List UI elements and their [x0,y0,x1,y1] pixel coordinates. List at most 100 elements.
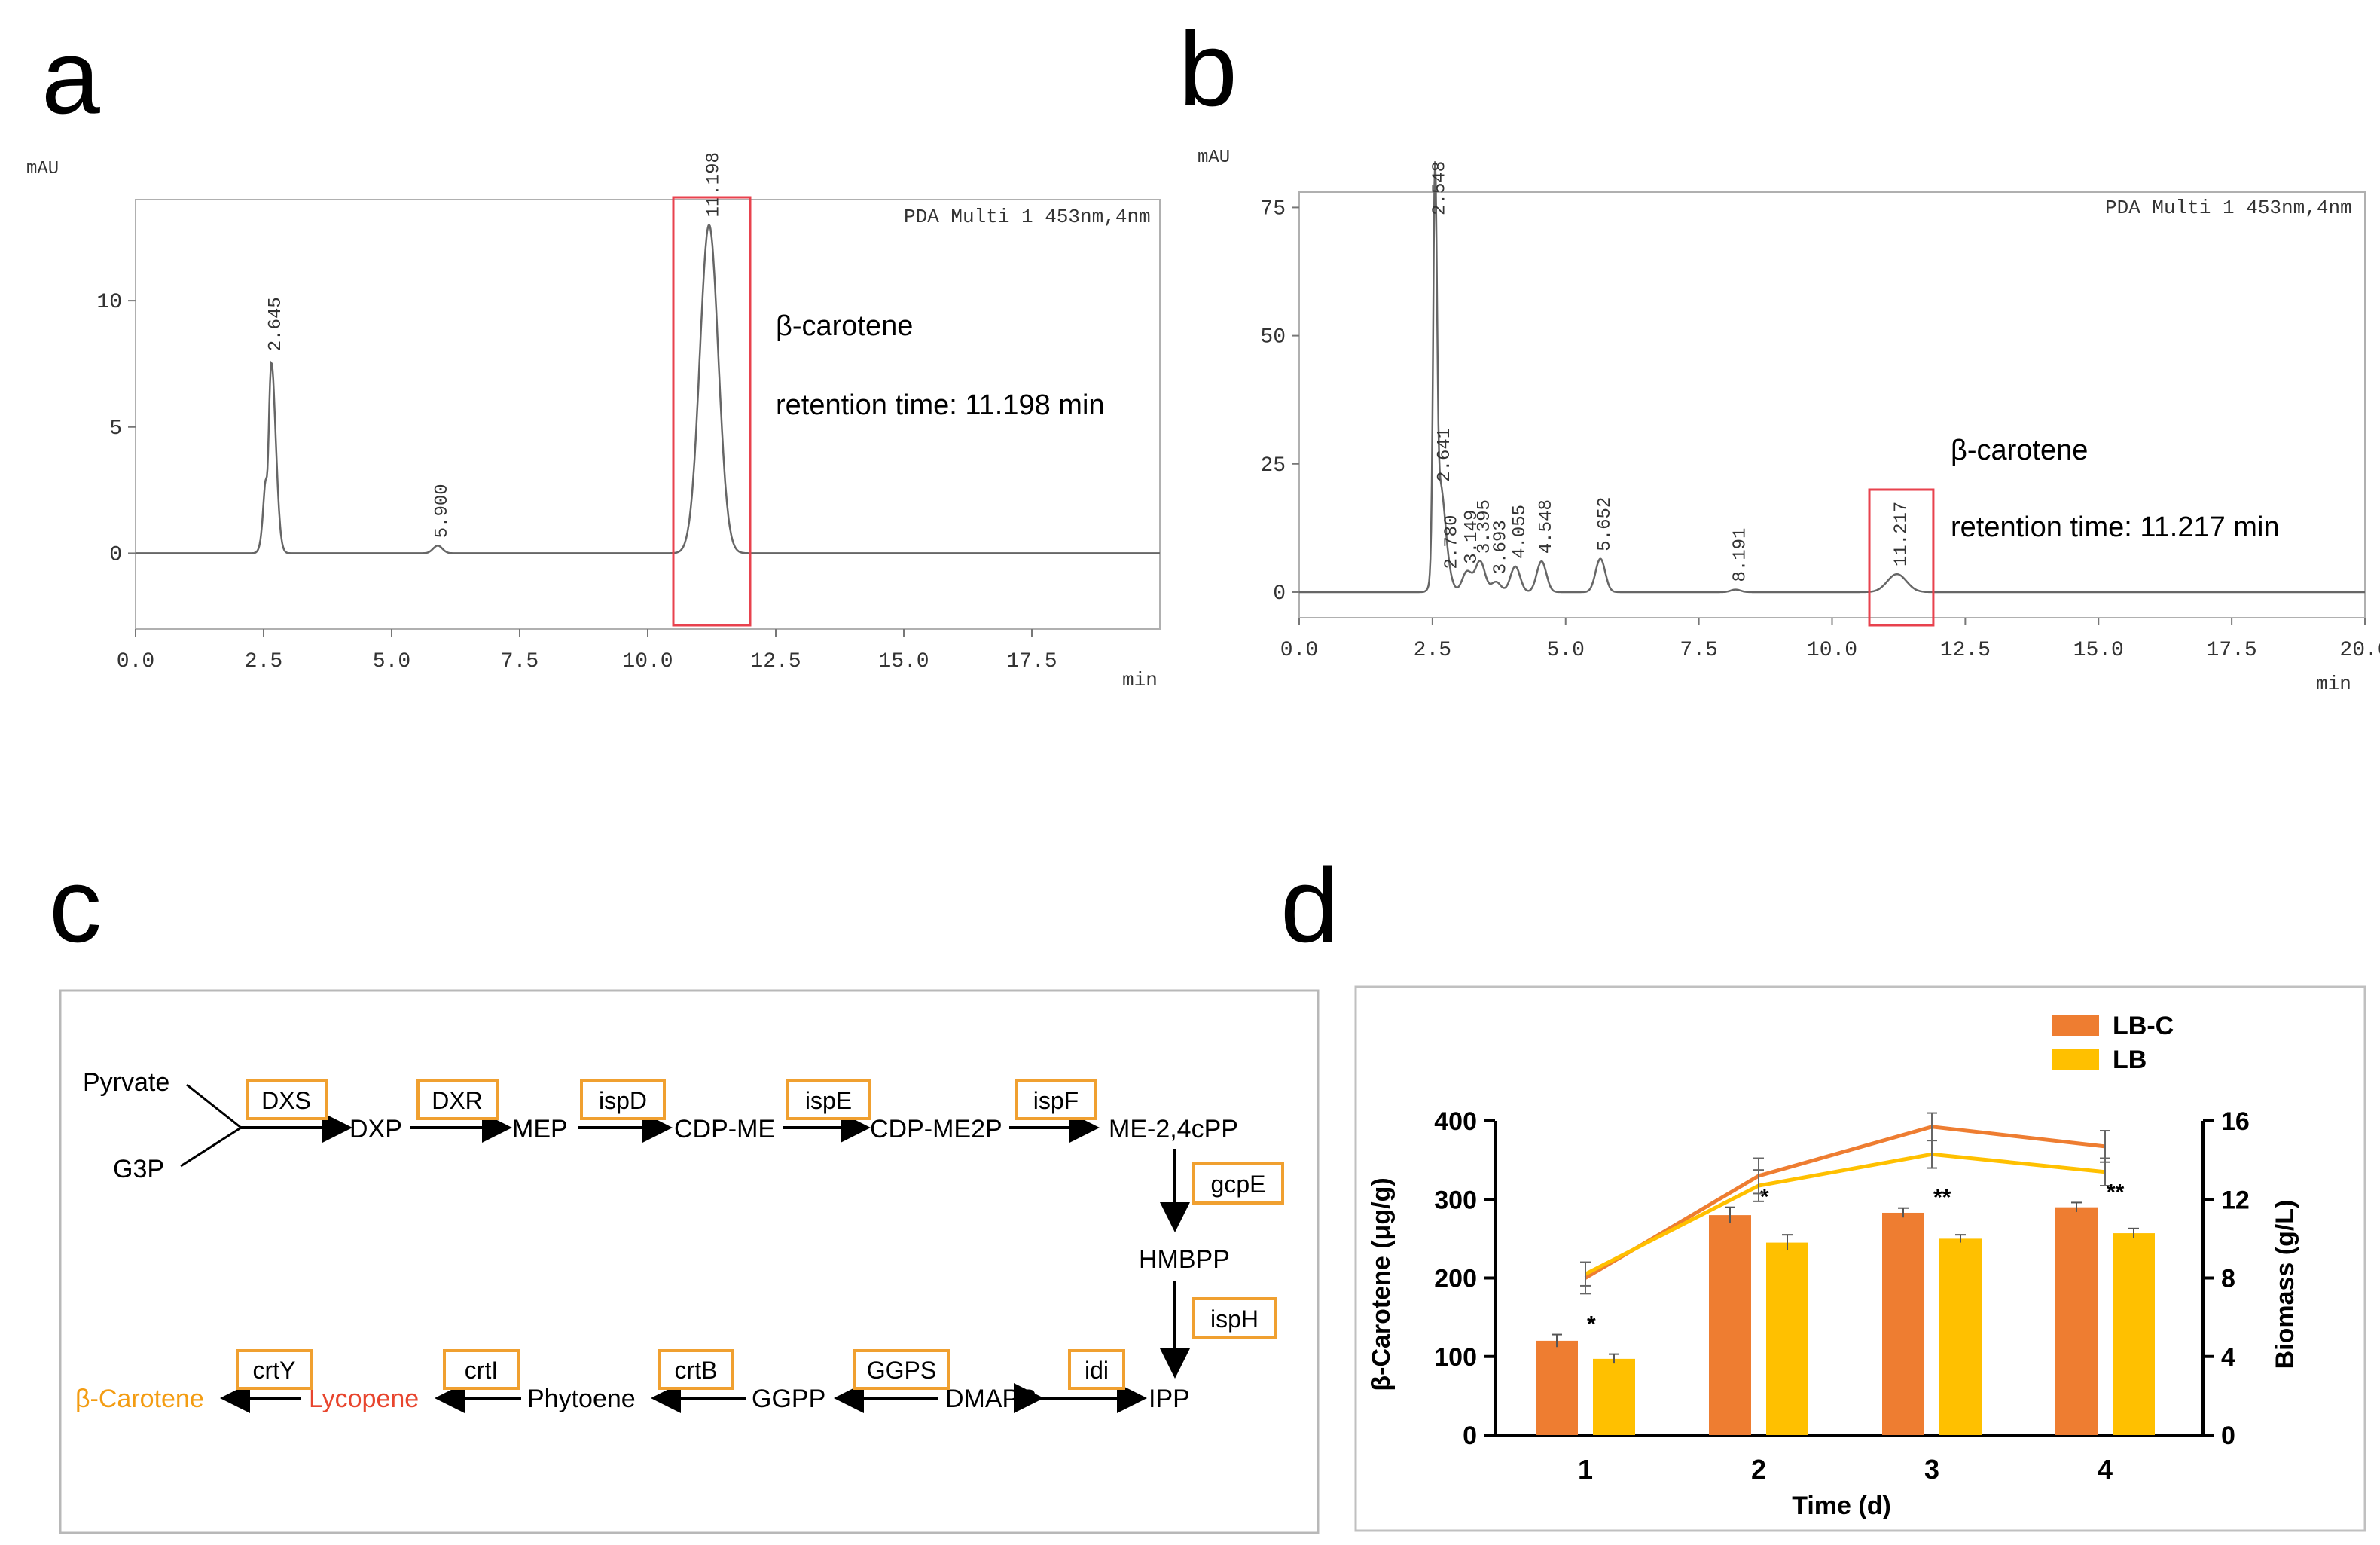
y2-tick-label: 8 [2221,1265,2235,1293]
y-tick-label: 0 [109,543,122,566]
significance-marker: * [1587,1312,1596,1337]
significance-marker: ** [1933,1186,1951,1211]
peak-label: 11.198 [703,152,724,217]
retention-label-a: retention time: 11.198 min [776,389,1105,421]
y-tick-label: 10 [96,291,122,314]
bars-d: ** ** ** [1536,1180,2155,1435]
x-axis-title-d: Time (d) [1792,1492,1891,1520]
node-mep: MEP [512,1115,568,1143]
enzyme-crty: crtY [236,1349,313,1390]
y-tick-label: 300 [1434,1186,1477,1214]
bar-lb [1766,1242,1808,1435]
peak-label: 4.548 [1536,499,1557,554]
x-ticks-b: 0.0 2.5 5.0 7.5 10.0 12.5 15.0 17.5 20.0 [1280,618,2380,662]
enzyme-gcpe: gcpE [1192,1162,1284,1205]
beta-carotene-highlight-box-a [672,196,752,627]
x-tick-label: 20.0 [2339,639,2380,662]
svg-text:GGPS: GGPS [867,1357,936,1384]
x-tick-label: 15.0 [878,650,929,673]
peak-label: 8.191 [1731,528,1751,582]
peak-label: 3.395 [1475,499,1495,554]
svg-text:idi: idi [1085,1357,1109,1384]
merge-line-bottom [180,1126,242,1168]
mep-pathway-diagram: Pyrvate G3P DXP MEP CDP-ME CDP-ME2P ME-2… [59,989,1320,1534]
node-me-2-4cpp: ME-2,4cPP [1109,1115,1238,1143]
y-tick-label: 50 [1260,326,1286,350]
y-axis-title-d: β-Carotene (μg/g) [1367,1177,1396,1391]
enzyme-dxs: DXS [246,1079,328,1120]
bar-lb-c [1882,1212,1924,1435]
svg-text:ispH: ispH [1210,1305,1259,1333]
x-tick-label: 1 [1578,1454,1593,1485]
peak-labels-a: 2.645 5.900 11.198 [266,152,725,538]
peak-label: 2.548 [1430,161,1450,215]
peak-label: 2.641 [1435,428,1455,482]
bar-lb-c [2055,1207,2098,1435]
y-tick-label: 5 [109,417,122,441]
svg-text:crtI: crtI [465,1357,498,1384]
x-tick-label: 2.5 [1414,639,1451,662]
enzyme-dxr: DXR [416,1079,499,1120]
node-phytoene: Phytoene [527,1385,636,1413]
y-tick-label: 75 [1260,197,1286,221]
node-cdp-me: CDP-ME [674,1115,775,1143]
enzyme-crti: crtI [443,1349,520,1390]
y2-tick-label: 0 [2221,1421,2235,1450]
biomass-line-lb [1584,1152,2106,1276]
x-tick-label: 17.5 [2207,639,2257,662]
retention-label-b: retention time: 11.217 min [1951,511,2280,543]
svg-text:DXS: DXS [261,1087,311,1114]
panel-a-letter: a [41,17,100,136]
panel-d-letter: d [1280,846,1339,964]
enzyme-ggps: GGPS [853,1349,950,1390]
node-dxp: DXP [349,1115,402,1143]
peak-label: 3.149 [1462,510,1482,564]
node-ipp: IPP [1149,1385,1190,1413]
x-tick-label: 7.5 [501,650,539,673]
beta-carotene-biomass-chart: LB-C LB β-Carotene (μg/g) Biomass (g/L) … [1354,985,2366,1532]
x-tick-label: 2.5 [245,650,282,673]
bar-lb-c [1709,1215,1751,1435]
enzyme-crtb: crtB [658,1349,734,1390]
node-cdp-me2p: CDP-ME2P [870,1115,1002,1143]
x-tick-label: 5.0 [1547,639,1585,662]
pathway-frame [59,989,1320,1534]
y-tick-label: 0 [1463,1421,1477,1450]
x-axis-unit-a: min [1122,669,1158,692]
legend-swatch-lbc [2052,1015,2099,1036]
x-tick-label: 2 [1751,1454,1766,1485]
detector-legend-a: PDA Multi 1 453nm,4nm [904,206,1151,228]
node-ggpp: GGPP [752,1385,825,1413]
significance-marker: ** [2107,1180,2125,1205]
enzyme-ispe: ispE [786,1079,871,1120]
y-ticks-b: 0 25 50 75 [1260,197,1299,606]
y-tick-label: 100 [1434,1343,1477,1372]
input-g3p: G3P [113,1155,164,1183]
panel-c-letter: c [49,846,102,964]
panel-b-letter: b [1179,10,1237,128]
legend-swatch-lb [2052,1049,2099,1070]
y-tick-label: 400 [1434,1107,1477,1136]
x-axis-unit-b: min [2316,673,2351,695]
chart-frame-d [1354,985,2366,1532]
svg-text:ispE: ispE [805,1087,852,1114]
x-tick-label: 12.5 [750,650,801,673]
y2-tick-label: 12 [2221,1186,2250,1214]
y-tick-label: 200 [1434,1265,1477,1293]
x-tick-label: 7.5 [1680,639,1717,662]
biomass-line-lb-c [1584,1125,2106,1280]
svg-text:gcpE: gcpE [1211,1171,1266,1198]
peak-label: 11.217 [1892,502,1912,566]
node-hmbpp: HMBPP [1139,1245,1230,1274]
node-dmapp: DMAPP [945,1385,1036,1413]
y2-tick-label: 16 [2221,1107,2250,1136]
legend-d: LB-C LB [2052,1012,2174,1074]
enzyme-idi: idi [1068,1349,1125,1390]
bar-lb [2113,1233,2155,1435]
x-tick-label: 3 [1924,1454,1939,1485]
svg-text:crtY: crtY [253,1357,296,1384]
enzyme-ispf: ispF [1015,1079,1097,1120]
chromatogram-trace-a [136,223,1160,554]
